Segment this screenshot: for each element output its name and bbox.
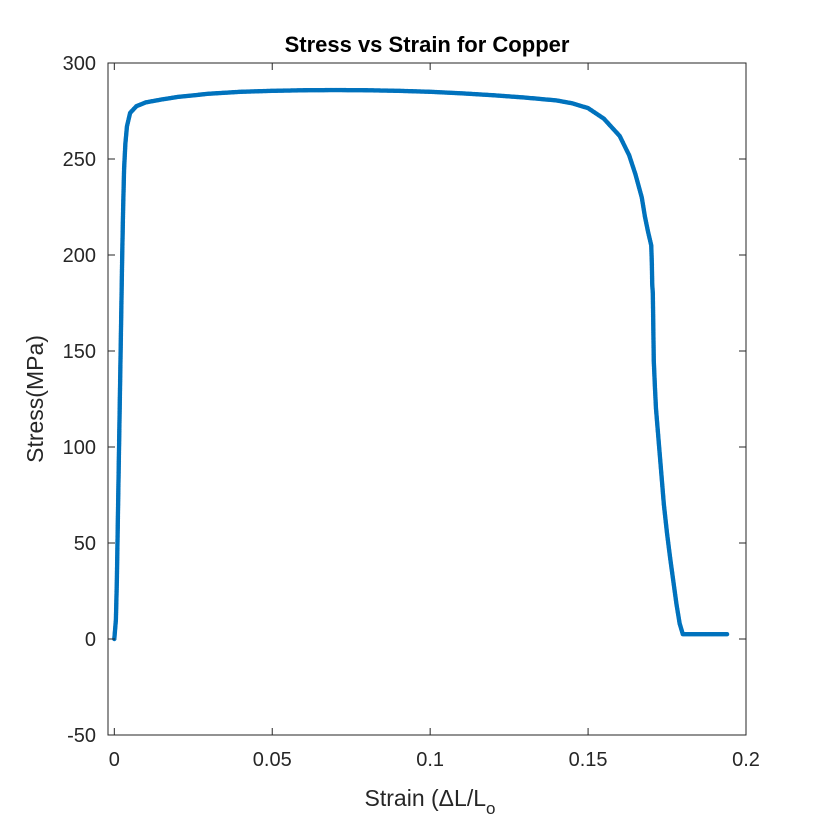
x-tick-label: 0.1 — [416, 749, 444, 771]
x-tick-label: 0.05 — [253, 749, 292, 771]
y-tick-label: 200 — [63, 245, 96, 267]
y-tick-label: 0 — [85, 629, 96, 651]
x-axis-title-subscript: o — [486, 799, 495, 818]
y-axis-title: Stress(MPa) — [22, 335, 48, 463]
y-tick-label: 150 — [63, 341, 96, 363]
x-axis-title-main: Strain (ΔL/L — [365, 785, 487, 811]
y-tick-label: 100 — [63, 437, 96, 459]
x-tick-label: 0 — [109, 749, 120, 771]
data-point — [724, 632, 730, 637]
y-tick-label: 300 — [63, 53, 96, 75]
plot-frame — [107, 62, 747, 736]
plot-background — [108, 63, 746, 735]
axis-ticks — [108, 62, 747, 736]
tick-labels: 0 0.05 0.1 0.15 0.2 -50 0 50 100 150 200 250 300 — [63, 53, 760, 771]
y-tick-label: 250 — [63, 149, 96, 171]
x-tick-label: 0.15 — [569, 749, 608, 771]
y-tick-label: -50 — [67, 725, 96, 747]
x-axis-title: Strain (ΔL/Lo — [365, 785, 496, 818]
x-tick-label: 0.2 — [732, 749, 760, 771]
data-points — [112, 87, 730, 642]
chart-title: Stress vs Strain for Copper — [285, 32, 570, 57]
y-tick-label: 50 — [74, 533, 96, 555]
